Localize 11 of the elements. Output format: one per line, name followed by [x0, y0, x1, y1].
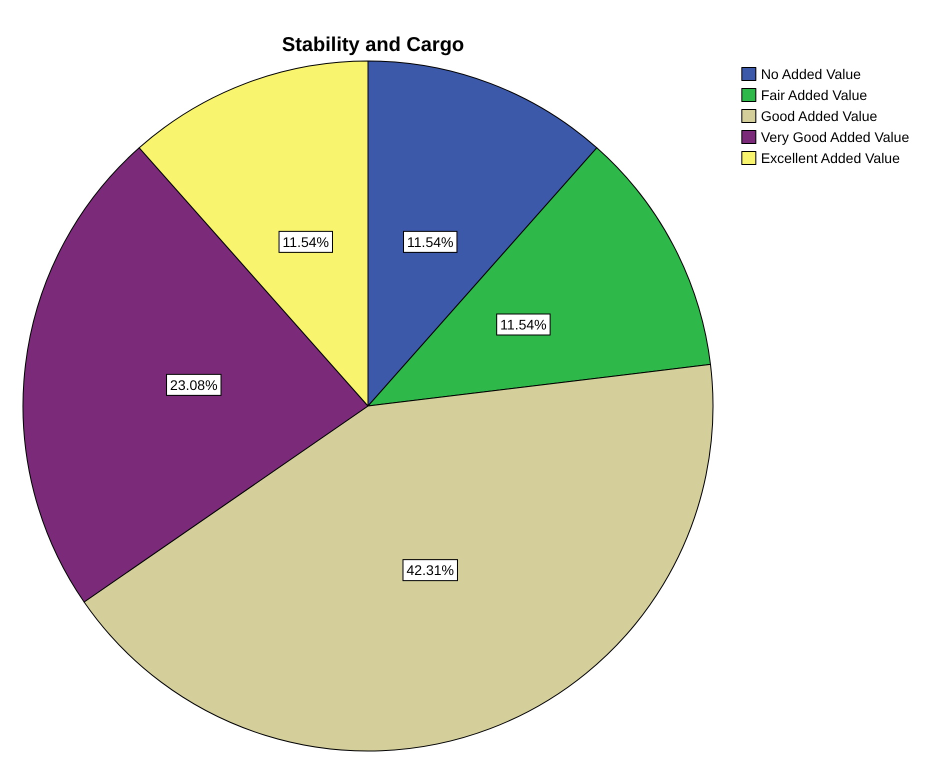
legend-label: Good Added Value: [760, 108, 878, 124]
data-label: 42.31%: [406, 562, 454, 578]
chart-title: Stability and Cargo: [282, 34, 464, 56]
legend-label: Fair Added Value: [760, 87, 868, 103]
data-label: 11.54%: [500, 316, 547, 332]
legend-label: Excellent Added Value: [760, 150, 900, 166]
data-label: 11.54%: [282, 234, 329, 250]
data-label: 23.08%: [170, 376, 218, 393]
legend-label: No Added Value: [760, 66, 862, 82]
data-label: 11.54%: [407, 234, 454, 250]
legend-label: Very Good Added Value: [760, 129, 910, 145]
